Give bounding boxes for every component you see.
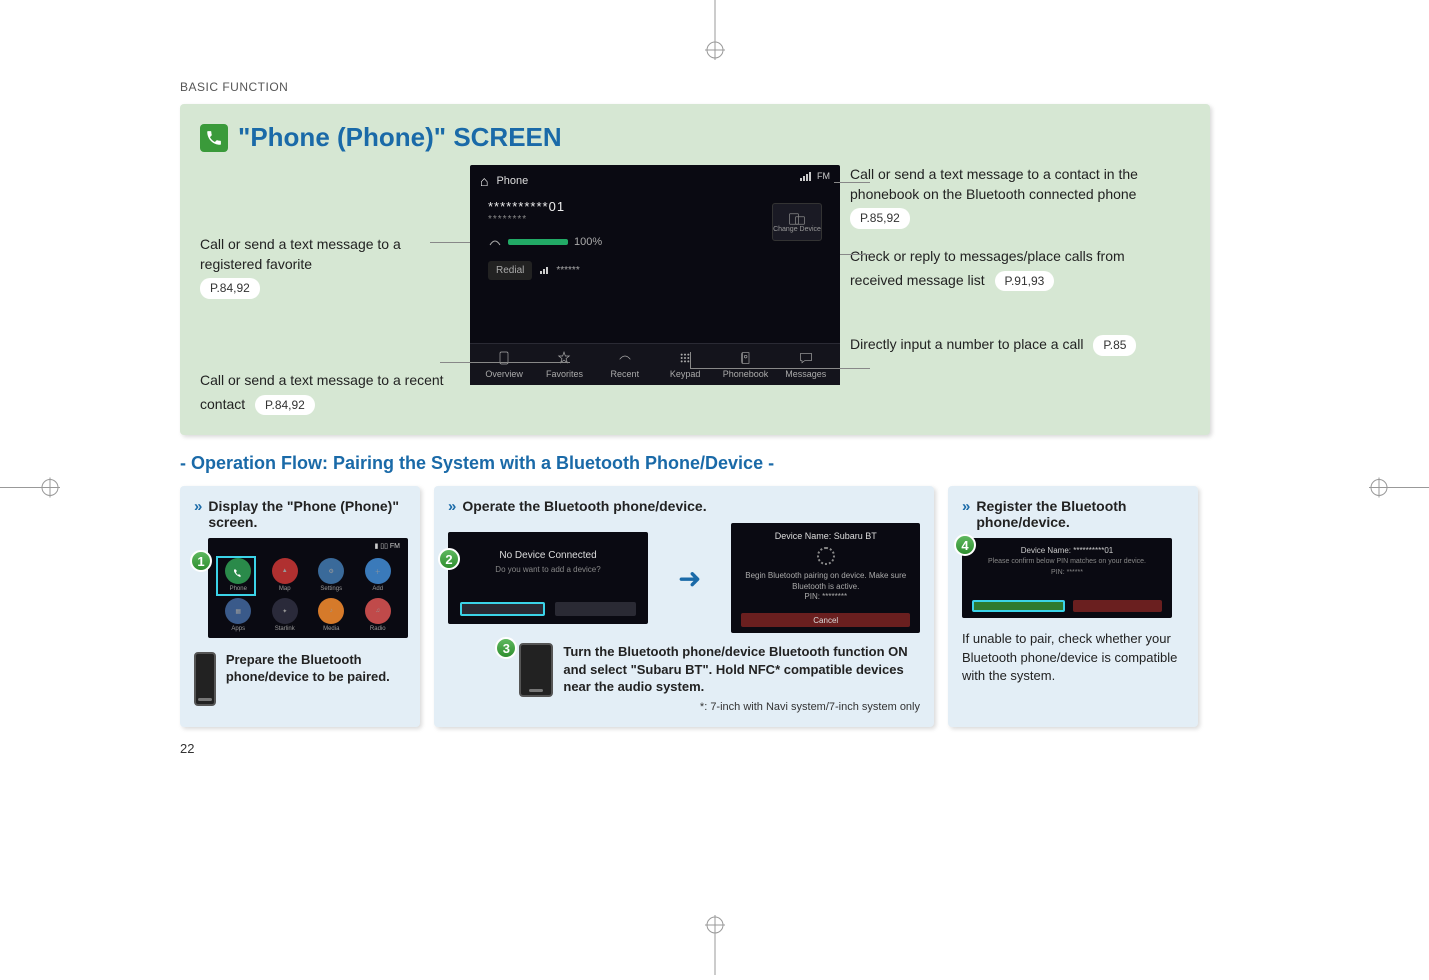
status-fm: FM — [817, 171, 830, 181]
no-button[interactable] — [555, 602, 636, 616]
ms2-title: No Device Connected — [460, 550, 636, 561]
tab-label: Messages — [785, 369, 826, 379]
tab-label: Overview — [485, 369, 523, 379]
crop-mark-top — [685, 0, 745, 65]
ms3-pin: PIN: ******** — [741, 592, 910, 602]
turn-on-text: Turn the Bluetooth phone/device Bluetoot… — [563, 643, 920, 696]
page-number: 22 — [180, 741, 1210, 756]
change-device-button[interactable]: Change Device — [772, 203, 822, 241]
ref-pill: P.84,92 — [255, 395, 315, 416]
callout-phonebook: Call or send a text message to a contact… — [850, 166, 1138, 202]
confirm-button[interactable] — [972, 600, 1065, 612]
phone-icon — [200, 124, 228, 152]
ms2-sub: Do you want to add a device? — [460, 565, 636, 574]
flow-title: - Operation Flow: Pairing the System wit… — [180, 453, 1210, 474]
connector-line — [690, 352, 691, 368]
contact-number: ******** — [488, 214, 602, 225]
battery-bar — [508, 239, 568, 245]
yes-button[interactable] — [460, 602, 545, 616]
flow-row: »Display the "Phone (Phone)" screen. 1 ▮… — [180, 486, 1210, 727]
signal-icon — [800, 172, 811, 181]
handset-icon — [488, 235, 502, 249]
ms4-pin: PIN: ****** — [972, 568, 1162, 577]
device-icon — [519, 643, 553, 697]
ref-pill: P.85,92 — [850, 208, 910, 229]
flow-card-1: »Display the "Phone (Phone)" screen. 1 ▮… — [180, 486, 420, 727]
register-mock: Device Name: **********01 Please confirm… — [962, 538, 1172, 618]
flow-card-2: »Operate the Bluetooth phone/device. 2 N… — [434, 486, 934, 727]
crop-mark-right — [1369, 458, 1429, 523]
tab-label: Recent — [611, 369, 640, 379]
fav-stars: ****** — [556, 265, 579, 276]
card1-head: Display the "Phone (Phone)" screen. — [208, 498, 406, 530]
tab-overview[interactable]: Overview — [474, 350, 534, 379]
callout-messages: Check or reply to messages/place calls f… — [850, 248, 1125, 288]
step-badge-3: 3 — [495, 637, 517, 659]
ms3-title: Device Name: Subaru BT — [741, 531, 910, 541]
page-content: BASIC FUNCTION "Phone (Phone)" SCREEN Ca… — [180, 80, 1210, 756]
callout-favorite: Call or send a text message to a registe… — [200, 236, 401, 272]
pairing-mock: Device Name: Subaru BT Begin Bluetooth p… — [731, 523, 920, 633]
ref-pill: P.84,92 — [200, 278, 260, 299]
device-icon — [194, 652, 216, 706]
ms4-title: Device Name: **********01 — [972, 546, 1162, 555]
tab-recent[interactable]: Recent — [595, 350, 655, 379]
callout-recent: Call or send a text message to a recent … — [200, 372, 444, 412]
tab-phonebook[interactable]: Phonebook — [715, 350, 775, 379]
connector-line — [834, 182, 870, 183]
connector-line — [440, 362, 570, 363]
chevron-icon: » — [962, 498, 966, 530]
redial-label[interactable]: Redial — [488, 261, 532, 280]
cancel-button[interactable] — [1073, 600, 1162, 612]
signal-icon-small — [540, 267, 548, 274]
ms3-sub: Begin Bluetooth pairing on device. Make … — [741, 571, 910, 592]
prepare-text: Prepare the Bluetooth phone/device to be… — [226, 652, 406, 686]
connector-line — [430, 242, 470, 243]
cancel-button[interactable]: Cancel — [741, 613, 910, 627]
change-device-label: Change Device — [773, 226, 821, 233]
ref-pill: P.85 — [1093, 335, 1136, 356]
tab-label: Phonebook — [723, 369, 769, 379]
card3-head: Register the Bluetooth phone/device. — [976, 498, 1184, 530]
ms4-sub: Please confirm below PIN matches on your… — [972, 557, 1162, 566]
phone-screen-mock: FM ⌂ Phone **********01 ******** 100% — [470, 165, 840, 385]
chevron-icon: » — [194, 498, 198, 530]
right-callouts: Call or send a text message to a contact… — [850, 165, 1180, 356]
tab-keypad[interactable]: Keypad — [655, 350, 715, 379]
phone-tabs: Overview Favorites Recent Keypad Phonebo… — [470, 343, 840, 385]
connector-line — [840, 254, 870, 255]
home-icon[interactable]: ⌂ — [480, 173, 488, 189]
crop-mark-bottom — [685, 915, 745, 980]
flow-card-3: »Register the Bluetooth phone/device. 4 … — [948, 486, 1198, 727]
unable-text: If unable to pair, check whether your Bl… — [962, 630, 1184, 685]
connector-line — [690, 368, 870, 369]
callout-keypad: Directly input a number to place a call — [850, 336, 1083, 352]
battery-pct: 100% — [574, 236, 602, 248]
card2-head: Operate the Bluetooth phone/device. — [462, 498, 706, 515]
tab-messages[interactable]: Messages — [776, 350, 836, 379]
arrow-icon: ➜ — [678, 562, 701, 595]
tab-label: Keypad — [670, 369, 701, 379]
ref-pill: P.91,93 — [995, 271, 1055, 292]
spinner-icon — [817, 547, 835, 565]
footnote: *: 7-inch with Navi system/7-inch system… — [448, 701, 920, 713]
home-screen-mock: ▮ ▯▯ FM Phone ▲Map ⚙Settings ＋Add ▦Apps … — [208, 538, 408, 638]
screen-header: Phone — [496, 175, 528, 187]
crop-mark-left — [0, 458, 60, 523]
no-device-mock: No Device Connected Do you want to add a… — [448, 532, 648, 624]
panel-title: "Phone (Phone)" SCREEN — [238, 122, 562, 153]
phone-screen-panel: "Phone (Phone)" SCREEN Call or send a te… — [180, 104, 1210, 435]
section-label: BASIC FUNCTION — [180, 80, 1210, 94]
highlight-box — [216, 556, 256, 596]
tab-favorites[interactable]: Favorites — [534, 350, 594, 379]
left-callouts: Call or send a text message to a registe… — [200, 165, 460, 415]
tab-label: Favorites — [546, 369, 583, 379]
chevron-icon: » — [448, 498, 452, 515]
contact-name: **********01 — [488, 199, 602, 214]
